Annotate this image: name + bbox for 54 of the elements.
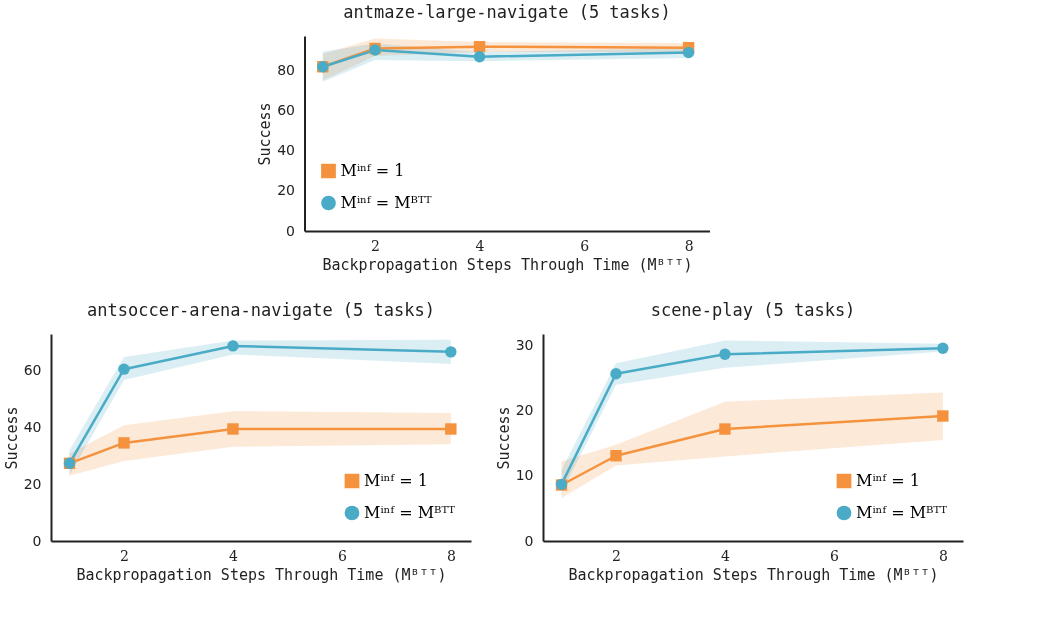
x-axis-title: Backpropagation Steps Through Time (Mᴮᵀᵀ) (568, 565, 939, 584)
y-axis-title: Success (256, 102, 275, 166)
legend-label: Mⁱⁿᶠ = Mᴮᵀᵀ (364, 503, 456, 522)
point (445, 346, 457, 358)
x-tick-label: 8 (684, 237, 694, 254)
x-tick-label: 8 (938, 547, 948, 564)
point (937, 410, 949, 422)
legend-label: Mⁱⁿᶠ = Mᴮᵀᵀ (856, 503, 948, 522)
x-tick-label: 6 (337, 547, 347, 564)
point (445, 423, 457, 435)
y-tick-label: 20 (515, 402, 534, 419)
x-tick-label: 6 (580, 237, 590, 254)
y-tick-label: 60 (23, 362, 42, 379)
y-tick-label: 40 (23, 419, 42, 436)
y-axis-title: Success (494, 406, 513, 470)
x-tick-label: 2 (371, 237, 381, 254)
y-axis-title: Success (2, 406, 21, 470)
x-tick-label: 4 (228, 547, 238, 564)
x-tick-label: 4 (475, 237, 485, 254)
point (610, 368, 622, 380)
point (227, 423, 239, 435)
point (610, 450, 622, 462)
point (719, 348, 731, 360)
y-tick-label: 0 (32, 532, 42, 549)
y-tick-label: 10 (515, 467, 534, 484)
y-tick-label: 30 (515, 337, 534, 354)
chart-title: scene-play (5 tasks) (650, 300, 856, 320)
point (227, 340, 239, 352)
point (937, 342, 949, 355)
chart-title: antmaze-large-navigate (5 tasks) (343, 2, 671, 22)
point (719, 423, 731, 435)
x-axis-title: Backpropagation Steps Through Time (Mᴮᵀᵀ) (322, 255, 693, 274)
y-tick-label: 0 (286, 222, 295, 239)
x-tick-label: 6 (829, 547, 839, 564)
y-tick-label: 20 (23, 475, 42, 492)
y-tick-label: 80 (277, 61, 295, 78)
point (473, 51, 486, 63)
point (118, 437, 130, 449)
legend-label: Mⁱⁿᶠ = 1 (340, 161, 405, 180)
y-tick-label: 40 (277, 142, 295, 159)
x-tick-label: 4 (720, 547, 730, 564)
legend-label: Mⁱⁿᶠ = Mᴮᵀᵀ (340, 193, 432, 212)
x-tick-label: 2 (612, 547, 621, 564)
chart-title: antsoccer-arena-navigate (5 tasks) (87, 300, 435, 320)
y-tick-label: 0 (524, 532, 534, 549)
legend-label: Mⁱⁿᶠ = 1 (856, 471, 920, 490)
x-tick-label: 2 (120, 547, 129, 564)
legend-label: Mⁱⁿᶠ = 1 (364, 471, 428, 490)
point (682, 46, 695, 59)
x-tick-label: 8 (446, 547, 456, 564)
point (118, 363, 130, 375)
y-tick-label: 60 (277, 101, 295, 118)
y-tick-label: 20 (277, 182, 295, 199)
x-axis-title: Backpropagation Steps Through Time (Mᴮᵀᵀ) (76, 565, 447, 584)
